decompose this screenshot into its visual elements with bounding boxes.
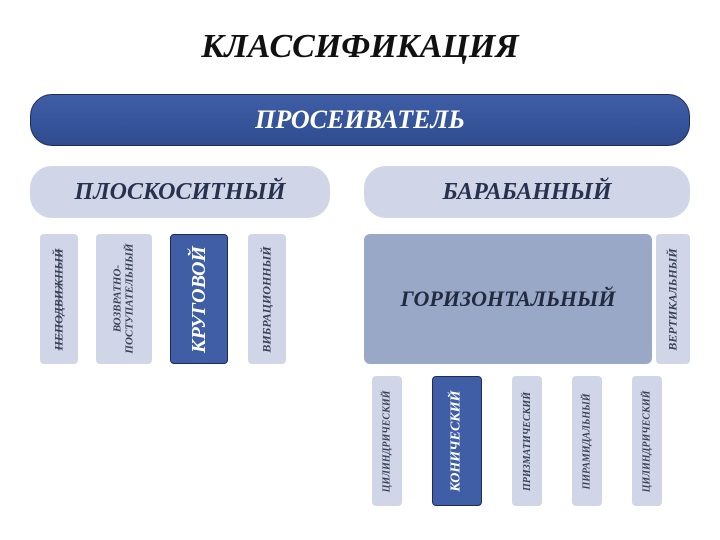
botcol-4: ЦИЛИНДРИЧЕСКИЙ (632, 376, 662, 506)
botcol-2-label: ПРИЗМАТИЧЕСКИЙ (522, 392, 533, 491)
rightvert-label: ВЕРТИКАЛЬНЫЙ (666, 248, 681, 350)
leftcol-2-label: КРУГОВОЙ (188, 246, 211, 353)
botcol-4-label: ЦИЛИНДРИЧЕСКИЙ (642, 390, 653, 492)
leftcol-1-label: ВОЗВРАТНО-ПОСТУПАТЕЛЬНЫЙ (112, 244, 135, 354)
leftcol-0-label: НЕПОДВИЖНЫЙ (52, 248, 67, 350)
bar-right: БАРАБАННЫЙ (364, 166, 690, 218)
bar-main-label: ПРОСЕИВАТЕЛЬ (255, 105, 465, 135)
botcol-3: ПИРАМИДАЛЬНЫЙ (572, 376, 602, 506)
bar-right-label: БАРАБАННЫЙ (442, 179, 611, 206)
botcol-2: ПРИЗМАТИЧЕСКИЙ (512, 376, 542, 506)
leftcol-3-label: ВИБРАЦИОННЫЙ (260, 246, 275, 352)
leftcol-2: КРУГОВОЙ (170, 234, 228, 364)
diagram-root: КЛАССИФИКАЦИЯ ПРОСЕИВАТЕЛЬ ПЛОСКОСИТНЫЙ … (0, 0, 720, 540)
botcol-0: ЦИЛИНДРИЧЕСКИЙ (372, 376, 402, 506)
bar-main: ПРОСЕИВАТЕЛЬ (30, 94, 690, 146)
panel-horizontal: ГОРИЗОНТАЛЬНЫЙ (364, 234, 652, 364)
botcol-0-label: ЦИЛИНДРИЧЕСКИЙ (382, 390, 393, 492)
botcol-1: КОНИЧЕСКИЙ (432, 376, 482, 506)
botcol-3-label: ПИРАМИДАЛЬНЫЙ (582, 393, 593, 489)
panel-horizontal-label: ГОРИЗОНТАЛЬНЫЙ (401, 286, 616, 312)
bar-left: ПЛОСКОСИТНЫЙ (30, 166, 330, 218)
leftcol-1: ВОЗВРАТНО-ПОСТУПАТЕЛЬНЫЙ (96, 234, 152, 364)
botcol-1-label: КОНИЧЕСКИЙ (449, 390, 465, 491)
leftcol-3: ВИБРАЦИОННЫЙ (248, 234, 286, 364)
rightvert: ВЕРТИКАЛЬНЫЙ (656, 234, 690, 364)
page-title: КЛАССИФИКАЦИЯ (0, 28, 720, 66)
leftcol-0: НЕПОДВИЖНЫЙ (40, 234, 78, 364)
bar-left-label: ПЛОСКОСИТНЫЙ (75, 179, 286, 206)
